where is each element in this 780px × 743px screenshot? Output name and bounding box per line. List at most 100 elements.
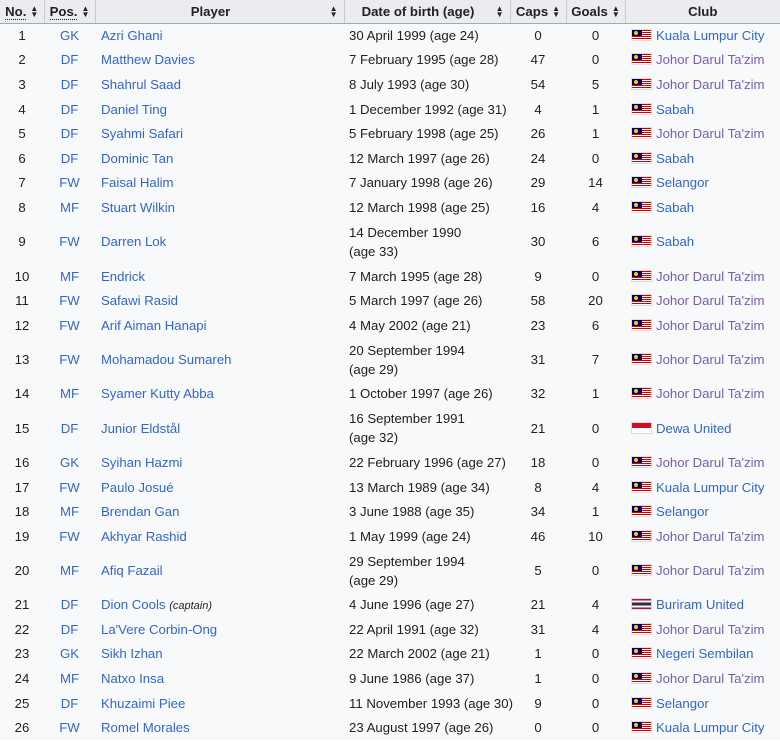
- position-link[interactable]: FW: [59, 352, 80, 368]
- club-link[interactable]: Dewa United: [656, 420, 732, 436]
- player-link[interactable]: Faisal Halim: [101, 175, 174, 191]
- player-link[interactable]: Stuart Wilkin: [101, 199, 176, 215]
- club-link[interactable]: Negeri Sembilan: [656, 646, 754, 662]
- position-link[interactable]: FW: [59, 234, 80, 250]
- club-link[interactable]: Johor Darul Ta'zim: [656, 671, 765, 687]
- my-flag-icon: [631, 505, 652, 518]
- player-link[interactable]: Safawi Rasid: [101, 293, 178, 309]
- player-link[interactable]: Darren Lok: [101, 234, 167, 250]
- player-link[interactable]: Afiq Fazail: [101, 563, 163, 578]
- player-link[interactable]: Arif Aiman Hanapi: [101, 317, 207, 333]
- player-link[interactable]: Akhyar Rashid: [101, 528, 187, 544]
- club-link[interactable]: Sabah: [656, 101, 695, 117]
- position-link[interactable]: DF: [60, 420, 79, 436]
- position-link[interactable]: GK: [59, 646, 80, 662]
- player-link[interactable]: La'Vere Corbin-Ong: [101, 621, 218, 637]
- position-link[interactable]: MF: [59, 268, 80, 284]
- header-goals[interactable]: Goals ▲ ▼: [566, 0, 626, 24]
- position-link[interactable]: FW: [59, 720, 80, 736]
- player-link[interactable]: Junior Eldstål: [101, 420, 181, 436]
- sort-icon[interactable]: ▲ ▼: [611, 4, 620, 20]
- position-link[interactable]: GK: [59, 28, 80, 44]
- sort-icon[interactable]: ▲ ▼: [552, 4, 561, 20]
- club-cell: Kuala Lumpur City: [625, 23, 780, 48]
- player-link[interactable]: Natxo Insa: [101, 671, 165, 687]
- club-link[interactable]: Sabah: [656, 150, 695, 166]
- position-link[interactable]: DF: [60, 597, 79, 613]
- club-link[interactable]: Johor Darul Ta'zim: [656, 563, 765, 578]
- player-link[interactable]: Khuzaimi Piee: [101, 695, 186, 711]
- sort-icon[interactable]: ▲ ▼: [329, 4, 338, 19]
- player-link[interactable]: Endrick: [101, 268, 145, 284]
- club-link[interactable]: Selangor: [656, 504, 709, 520]
- club-link[interactable]: Selangor: [656, 695, 709, 711]
- sort-icon[interactable]: ▲ ▼: [30, 4, 39, 20]
- position-link[interactable]: MF: [59, 386, 80, 402]
- club-link[interactable]: Johor Darul Ta'zim: [656, 52, 765, 68]
- position-link[interactable]: DF: [60, 52, 79, 68]
- player-cell: Stuart Wilkin: [95, 195, 344, 220]
- player-link[interactable]: Matthew Davies: [101, 52, 195, 68]
- club-link[interactable]: Johor Darul Ta'zim: [656, 352, 765, 368]
- caps: 47: [530, 52, 546, 68]
- position-link[interactable]: MF: [59, 199, 80, 215]
- position-link[interactable]: DF: [60, 695, 79, 711]
- player-link[interactable]: Brendan Gan: [101, 504, 180, 520]
- club-link[interactable]: Kuala Lumpur City: [656, 479, 765, 495]
- player-link[interactable]: Azri Ghani: [101, 28, 163, 44]
- position-link[interactable]: DF: [60, 150, 79, 166]
- position-link[interactable]: DF: [60, 621, 79, 637]
- club-link[interactable]: Johor Darul Ta'zim: [656, 76, 765, 92]
- player-link[interactable]: Syihan Hazmi: [101, 454, 183, 470]
- position-link[interactable]: MF: [59, 563, 80, 578]
- player-link[interactable]: Syamer Kutty Abba: [101, 386, 214, 402]
- position-link[interactable]: DF: [60, 76, 79, 92]
- club-link[interactable]: Johor Darul Ta'zim: [656, 268, 765, 284]
- club-link[interactable]: Buriram United: [656, 597, 744, 613]
- club-link[interactable]: Johor Darul Ta'zim: [656, 454, 765, 470]
- player-link[interactable]: Paulo Josué: [101, 479, 174, 495]
- club-link[interactable]: Kuala Lumpur City: [656, 28, 765, 44]
- club-link[interactable]: Selangor: [656, 175, 709, 191]
- player-link[interactable]: Dion Cools: [101, 597, 166, 613]
- player-cell: Safawi Rasid: [95, 288, 344, 313]
- club-link[interactable]: Johor Darul Ta'zim: [656, 317, 765, 333]
- player-link[interactable]: Romel Morales: [101, 720, 190, 736]
- position-link[interactable]: DF: [60, 101, 79, 117]
- player-link[interactable]: Syahmi Safari: [101, 126, 184, 142]
- club-link[interactable]: Johor Darul Ta'zim: [656, 126, 765, 142]
- my-flag-icon: [631, 151, 652, 164]
- header-player[interactable]: Player ▲ ▼: [95, 0, 345, 24]
- club-link[interactable]: Johor Darul Ta'zim: [656, 293, 765, 309]
- position-link[interactable]: FW: [59, 293, 80, 309]
- club-link[interactable]: Sabah: [656, 199, 695, 215]
- header-dob[interactable]: Date of birth (age) ▲ ▼: [344, 0, 511, 24]
- position-link[interactable]: MF: [59, 504, 80, 520]
- position-link[interactable]: FW: [59, 528, 80, 544]
- player-link[interactable]: Mohamadou Sumareh: [101, 352, 232, 368]
- sort-icon[interactable]: ▲ ▼: [495, 4, 504, 19]
- position-link[interactable]: FW: [59, 317, 80, 333]
- player-link[interactable]: Daniel Ting: [101, 101, 167, 117]
- header-caps[interactable]: Caps ▲ ▼: [510, 0, 567, 24]
- date-of-birth: 9 June 1986 (age 37): [349, 671, 475, 687]
- club-link[interactable]: Johor Darul Ta'zim: [656, 386, 765, 402]
- player-link[interactable]: Dominic Tan: [101, 150, 174, 166]
- player-cell: Azri Ghani: [95, 23, 344, 48]
- position-link[interactable]: GK: [59, 454, 80, 470]
- player-link[interactable]: Sikh Izhan: [101, 646, 163, 662]
- club-link[interactable]: Kuala Lumpur City: [656, 720, 765, 736]
- club-link[interactable]: Sabah: [656, 234, 695, 250]
- header-pos[interactable]: Pos. ▲ ▼: [44, 0, 96, 24]
- position-link[interactable]: DF: [60, 126, 79, 142]
- club-link[interactable]: Johor Darul Ta'zim: [656, 528, 765, 544]
- position-link[interactable]: FW: [59, 175, 80, 191]
- club-link[interactable]: Johor Darul Ta'zim: [656, 621, 765, 637]
- player-link[interactable]: Shahrul Saad: [101, 76, 181, 92]
- sort-icon[interactable]: ▲ ▼: [81, 4, 90, 20]
- table-row: 23 GK Sikh Izhan 22 March 2002 (age 21) 1 0 Ne…: [0, 642, 780, 667]
- header-no[interactable]: No. ▲ ▼: [0, 0, 45, 24]
- position-link[interactable]: MF: [59, 671, 80, 687]
- player-cell: Afiq Fazail: [95, 549, 344, 593]
- position-link[interactable]: FW: [59, 479, 80, 495]
